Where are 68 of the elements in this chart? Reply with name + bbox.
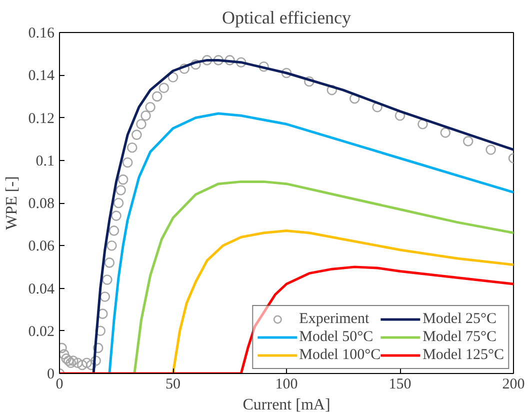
point [104,258,115,268]
point [281,68,292,78]
point [116,185,126,196]
point [258,61,269,72]
point [136,119,146,130]
point [158,82,170,94]
point [90,356,101,366]
chart-title: Optical efficiency [222,8,352,28]
point [140,110,151,121]
point [86,360,96,370]
point [236,57,246,68]
point [100,292,110,302]
point [213,55,224,66]
point [60,349,70,360]
point [66,358,76,368]
x-tick-label: 50 [166,376,180,392]
point [95,326,106,336]
point [418,119,428,130]
x-tick-label: 100 [275,376,298,392]
legend-label: Experiment [299,310,370,328]
y-tick-label: 0.02 [28,324,54,340]
point [440,128,451,138]
legend-label: Model 50°C [299,328,374,346]
point [190,59,201,70]
y-tick-label: 0.12 [28,110,54,127]
y-tick-label: 0.06 [28,238,55,255]
y-tick-label: 0.1 [36,153,54,170]
legend-label: Model 75°C [422,328,496,346]
point [145,102,156,112]
y-tick-label: 0.14 [28,68,55,84]
point [126,142,138,153]
line-series [108,112,514,374]
point [118,174,128,185]
point [108,226,120,236]
legend-label: Model 100°C [299,346,381,364]
point [122,157,133,168]
point [61,353,72,364]
point [462,136,474,146]
x-tick-label: 150 [388,376,412,392]
point [326,84,338,96]
legend-label: Model 25°C [422,310,496,328]
y-tick-label: 0.16 [28,26,55,42]
x-axis-title: Current [mA] [242,396,330,414]
point [102,274,112,285]
point [224,55,235,66]
y-tick-label: 0.04 [28,281,55,298]
point [72,358,83,368]
x-tick-label: 200 [502,376,525,392]
point [132,130,142,140]
point [486,144,496,155]
point [152,91,162,102]
line-series [133,180,514,374]
y-tick-label: 0 [47,366,54,382]
point [202,55,212,66]
point [304,76,314,87]
point [113,198,124,208]
legend-label: Model 125°C [422,346,504,364]
point [111,210,122,221]
line-series [92,58,514,374]
y-axis-title: WPE [-] [3,176,20,230]
point [168,72,178,82]
point [92,342,104,354]
line-series [172,229,514,374]
point [77,360,88,370]
y-tick-label: 0.08 [28,196,54,212]
point [82,358,92,368]
point [179,64,190,74]
point [106,240,117,251]
